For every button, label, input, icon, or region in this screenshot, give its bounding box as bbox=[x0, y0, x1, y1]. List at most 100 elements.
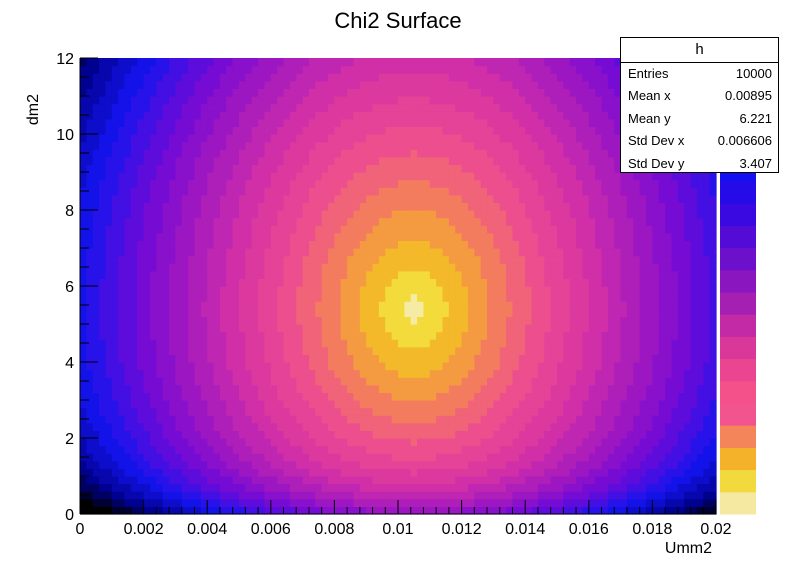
heatmap-cell bbox=[493, 491, 501, 500]
heatmap-cell bbox=[448, 384, 456, 393]
heatmap-cell bbox=[518, 202, 526, 211]
heatmap-cell bbox=[156, 377, 164, 386]
heatmap-cell bbox=[315, 445, 323, 454]
heatmap-cell bbox=[487, 187, 494, 196]
heatmap-cell bbox=[378, 73, 386, 82]
heatmap-cell bbox=[353, 225, 361, 234]
heatmap-cell bbox=[404, 278, 412, 287]
heatmap-cell bbox=[347, 232, 355, 241]
heatmap-cell bbox=[239, 377, 246, 386]
heatmap-cell bbox=[308, 270, 316, 279]
heatmap-cell bbox=[328, 141, 335, 150]
heatmap-cell bbox=[226, 324, 234, 333]
heatmap-cell bbox=[340, 400, 348, 409]
heatmap-cell bbox=[410, 415, 418, 424]
heatmap-cell bbox=[550, 73, 558, 82]
heatmap-cell bbox=[296, 346, 304, 355]
heatmap-cell bbox=[550, 96, 558, 105]
heatmap-cell bbox=[474, 324, 482, 333]
heatmap-cell bbox=[493, 141, 501, 150]
heatmap-cell bbox=[582, 362, 590, 371]
heatmap-cell bbox=[308, 445, 316, 454]
heatmap-cell bbox=[601, 58, 609, 67]
heatmap-cell bbox=[86, 392, 94, 401]
heatmap-cell bbox=[378, 96, 386, 105]
heatmap-cell bbox=[264, 217, 272, 226]
heatmap-cell bbox=[264, 362, 272, 371]
heatmap-cell bbox=[404, 438, 412, 447]
heatmap-cell bbox=[302, 103, 310, 112]
heatmap-cell bbox=[474, 362, 482, 371]
heatmap-cell bbox=[321, 263, 329, 272]
heatmap-cell bbox=[576, 400, 584, 409]
heatmap-cell bbox=[493, 354, 501, 363]
heatmap-cell bbox=[283, 453, 291, 462]
heatmap-cell bbox=[328, 415, 335, 424]
heatmap-cell bbox=[175, 202, 183, 211]
heatmap-cell bbox=[124, 263, 132, 272]
heatmap-cell bbox=[149, 58, 157, 67]
heatmap-cell bbox=[487, 476, 494, 485]
heatmap-cell bbox=[296, 278, 304, 287]
heatmap-cell bbox=[111, 400, 119, 409]
heatmap-cell bbox=[525, 118, 533, 127]
heatmap-cell bbox=[105, 225, 113, 234]
heatmap-cell bbox=[308, 240, 316, 249]
heatmap-cell bbox=[162, 103, 170, 112]
heatmap-cell bbox=[563, 407, 571, 416]
heatmap-cell bbox=[359, 324, 367, 333]
heatmap-cell bbox=[531, 392, 539, 401]
heatmap-cell bbox=[270, 126, 278, 135]
heatmap-cell bbox=[86, 103, 94, 112]
heatmap-cell bbox=[334, 263, 342, 272]
heatmap-cell bbox=[385, 270, 393, 279]
heatmap-cell bbox=[595, 453, 603, 462]
heatmap-cell bbox=[372, 316, 380, 325]
heatmap-cell bbox=[315, 156, 323, 165]
heatmap-cell bbox=[111, 384, 119, 393]
heatmap-cell bbox=[378, 187, 386, 196]
heatmap-cell bbox=[315, 316, 323, 325]
heatmap-cell bbox=[111, 248, 119, 257]
heatmap-cell bbox=[404, 415, 412, 424]
heatmap-cell bbox=[499, 179, 507, 188]
heatmap-cell bbox=[92, 491, 100, 500]
heatmap-cell bbox=[130, 324, 138, 333]
heatmap-cell bbox=[302, 430, 310, 439]
heatmap-cell bbox=[557, 362, 564, 371]
heatmap-cell bbox=[372, 232, 380, 241]
heatmap-cell bbox=[595, 339, 603, 348]
heatmap-cell bbox=[461, 202, 469, 211]
heatmap-cell bbox=[137, 210, 145, 219]
heatmap-cell bbox=[436, 316, 444, 325]
heatmap-cell bbox=[461, 392, 469, 401]
heatmap-cell bbox=[302, 73, 310, 82]
heatmap-cell bbox=[442, 255, 450, 264]
heatmap-cell bbox=[480, 179, 488, 188]
heatmap-cell bbox=[194, 232, 202, 241]
heatmap-cell bbox=[601, 346, 609, 355]
heatmap-cell bbox=[340, 438, 348, 447]
heatmap-cell bbox=[328, 194, 335, 203]
heatmap-cell bbox=[576, 491, 584, 500]
heatmap-cell bbox=[181, 270, 189, 279]
heatmap-cell bbox=[258, 400, 266, 409]
heatmap-cell bbox=[239, 476, 246, 485]
heatmap-cell bbox=[417, 111, 425, 120]
heatmap-cell bbox=[169, 407, 176, 416]
heatmap-cell bbox=[308, 438, 316, 447]
heatmap-cell bbox=[207, 468, 215, 477]
heatmap-cell bbox=[353, 58, 361, 67]
heatmap-cell bbox=[181, 65, 189, 74]
heatmap-cell bbox=[512, 346, 520, 355]
heatmap-cell bbox=[525, 225, 533, 234]
heatmap-cell bbox=[226, 316, 234, 325]
heatmap-cell bbox=[92, 476, 100, 485]
heatmap-cell bbox=[595, 194, 603, 203]
heatmap-cell bbox=[213, 293, 221, 302]
heatmap-cell bbox=[86, 210, 94, 219]
heatmap-cell bbox=[334, 118, 342, 127]
heatmap-cell bbox=[461, 430, 469, 439]
heatmap-cell bbox=[270, 422, 278, 431]
heatmap-cell bbox=[340, 339, 348, 348]
